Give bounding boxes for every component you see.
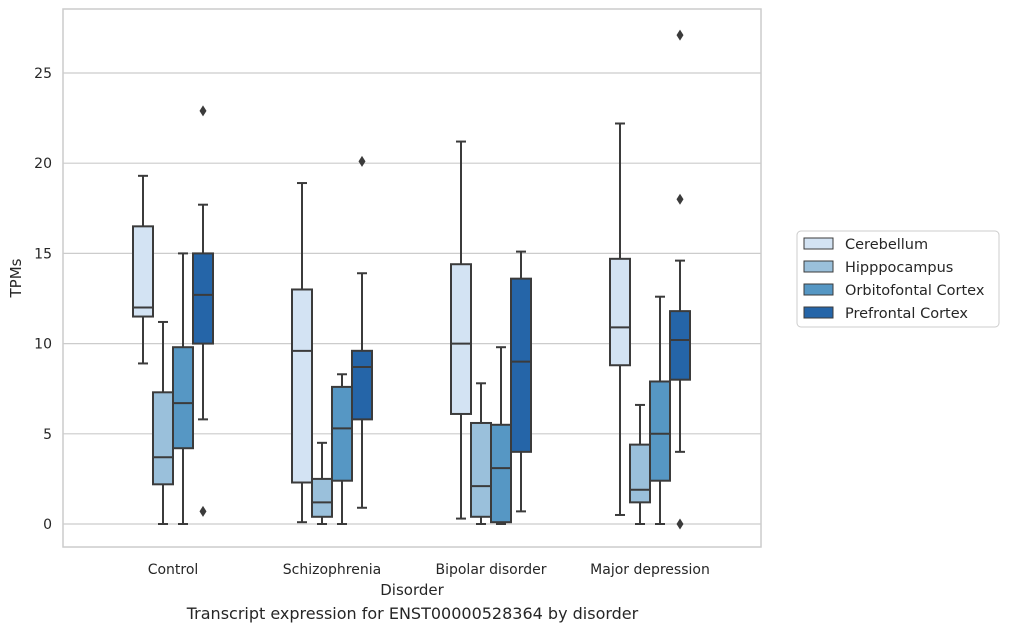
box-hipppocampus-1 <box>311 441 333 525</box>
box-cerebellum-2 <box>450 140 472 520</box>
box-hipppocampus-3 <box>629 403 651 525</box>
y-tick-label: 25 <box>34 66 52 82</box>
legend-label: Hipppocampus <box>845 260 953 276</box>
box-iqr <box>132 225 154 318</box>
box-prefrontal-cortex-0 <box>192 105 214 517</box>
box-iqr <box>490 423 512 524</box>
plot-frame <box>62 8 762 548</box>
box-iqr <box>152 391 174 486</box>
box-cerebellum-0 <box>132 174 154 365</box>
outlier-point <box>358 155 366 167</box>
y-tick-label: 20 <box>34 156 52 172</box>
box-plot-boxes <box>132 29 691 530</box>
x-tick-label: Control <box>148 562 199 578</box>
box-iqr <box>291 288 313 484</box>
box-iqr <box>649 380 671 482</box>
legend: Cerebellum Hipppocampus Orbitofontal Corte… <box>796 230 1000 328</box>
box-prefrontal-cortex-2 <box>510 250 532 513</box>
box-hipppocampus-2 <box>470 382 492 525</box>
outlier-point <box>199 505 207 517</box>
box-orbitofontal-cortex-3 <box>649 295 671 525</box>
chart-caption: Transcript expression for ENST0000052836… <box>186 604 639 623</box>
legend-swatch <box>803 283 834 296</box>
box-iqr <box>609 257 631 367</box>
legend-label: Cerebellum <box>845 237 928 253</box>
y-axis-ticks: 0 5 10 15 20 25 <box>34 66 52 533</box>
y-tick-label: 5 <box>43 427 52 443</box>
legend-swatch <box>803 260 834 273</box>
box-iqr <box>192 252 214 345</box>
box-cerebellum-1 <box>291 182 313 524</box>
outlier-point <box>199 105 207 117</box>
box-prefrontal-cortex-1 <box>351 155 373 509</box>
outlier-point <box>676 193 684 205</box>
y-axis-label: TPMs <box>7 258 25 298</box>
box-iqr <box>629 443 651 504</box>
outlier-point <box>676 518 684 530</box>
y-tick-label: 10 <box>34 337 52 353</box>
box-iqr <box>351 349 373 421</box>
legend-swatch <box>803 306 834 319</box>
box-iqr <box>331 385 353 482</box>
legend-swatch <box>803 237 834 250</box>
outlier-point <box>676 29 684 41</box>
x-tick-label: Schizophrenia <box>283 562 381 578</box>
box-prefrontal-cortex-3 <box>669 29 691 530</box>
box-iqr <box>669 310 691 381</box>
y-tick-label: 0 <box>43 517 52 533</box>
box-orbitofontal-cortex-0 <box>172 252 194 525</box>
x-tick-label: Major depression <box>590 562 710 578</box>
x-axis-ticks: Control Schizophrenia Bipolar disorder Majo… <box>148 562 710 578</box>
box-iqr <box>311 477 333 518</box>
box-orbitofontal-cortex-2 <box>490 346 512 525</box>
y-tick-label: 15 <box>34 246 52 262</box>
box-orbitofontal-cortex-1 <box>331 373 353 525</box>
box-hipppocampus-0 <box>152 320 174 525</box>
box-iqr <box>172 346 194 450</box>
box-cerebellum-3 <box>609 122 631 516</box>
x-axis-label: Disorder <box>380 581 444 599</box>
legend-label: Prefrontal Cortex <box>845 306 968 322</box>
box-iqr <box>450 263 472 415</box>
legend-label: Orbitofontal Cortex <box>845 283 985 299</box>
legend-frame <box>796 230 1000 328</box>
box-iqr <box>470 421 492 518</box>
box-iqr <box>510 277 532 453</box>
x-tick-label: Bipolar disorder <box>435 562 546 578</box>
